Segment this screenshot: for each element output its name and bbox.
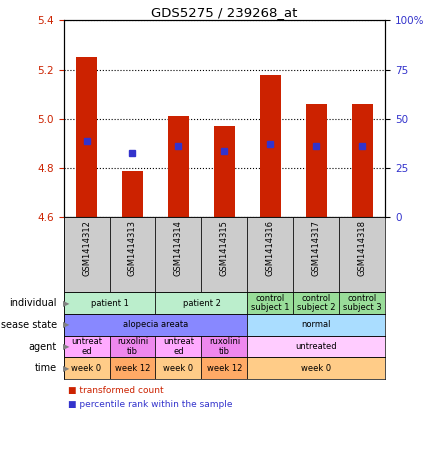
Text: untreated: untreated (296, 342, 337, 351)
Text: ▶: ▶ (63, 364, 69, 373)
Text: alopecia areata: alopecia areata (123, 320, 188, 329)
Bar (64, 217, 110, 292)
Text: ▶: ▶ (63, 299, 69, 308)
Text: GSM1414315: GSM1414315 (220, 220, 229, 275)
Bar (339, 292, 385, 314)
Text: untreat
ed: untreat ed (71, 337, 102, 356)
Bar (293, 217, 339, 292)
Bar (306, 104, 327, 217)
Text: time: time (35, 363, 57, 373)
Text: GSM1414313: GSM1414313 (128, 220, 137, 276)
Text: ruxolini
tib: ruxolini tib (117, 337, 148, 356)
Text: GSM1414317: GSM1414317 (312, 220, 321, 276)
Bar (201, 336, 247, 357)
Bar (155, 357, 201, 379)
Bar (247, 336, 385, 357)
Text: ■ percentile rank within the sample: ■ percentile rank within the sample (68, 400, 233, 409)
Text: ruxolini
tib: ruxolini tib (209, 337, 240, 356)
Text: week 12: week 12 (115, 364, 150, 373)
Bar (155, 217, 201, 292)
Text: control
subject 1: control subject 1 (251, 294, 290, 313)
Text: GSM1414312: GSM1414312 (82, 220, 91, 275)
Bar (260, 75, 281, 217)
Text: GSM1414318: GSM1414318 (358, 220, 367, 276)
Bar (64, 357, 110, 379)
Text: week 0: week 0 (163, 364, 194, 373)
Text: untreat
ed: untreat ed (163, 337, 194, 356)
Text: agent: agent (29, 342, 57, 352)
Bar (155, 292, 247, 314)
Bar (214, 126, 235, 217)
Text: patient 1: patient 1 (91, 299, 128, 308)
Text: ■ transformed count: ■ transformed count (68, 386, 163, 395)
Bar (64, 314, 247, 336)
Text: control
subject 2: control subject 2 (297, 294, 336, 313)
Bar (339, 217, 385, 292)
Text: week 12: week 12 (207, 364, 242, 373)
Text: GSM1414314: GSM1414314 (174, 220, 183, 275)
Bar (247, 357, 385, 379)
Text: disease state: disease state (0, 320, 57, 330)
Text: ▶: ▶ (63, 342, 69, 351)
Bar (168, 116, 189, 217)
Bar (247, 314, 385, 336)
Text: patient 2: patient 2 (183, 299, 220, 308)
Bar (110, 357, 155, 379)
Bar (247, 217, 293, 292)
Text: ▶: ▶ (63, 320, 69, 329)
Bar (110, 217, 155, 292)
Text: control
subject 3: control subject 3 (343, 294, 382, 313)
Bar (64, 336, 110, 357)
Bar (247, 292, 293, 314)
Bar (293, 292, 339, 314)
Text: GSM1414316: GSM1414316 (266, 220, 275, 276)
Bar (155, 336, 201, 357)
Bar (122, 171, 143, 217)
Text: normal: normal (302, 320, 331, 329)
Bar (201, 357, 247, 379)
Bar (110, 336, 155, 357)
Bar (76, 58, 97, 217)
Bar (64, 292, 155, 314)
Text: week 0: week 0 (301, 364, 332, 373)
Text: individual: individual (10, 298, 57, 308)
Title: GDS5275 / 239268_at: GDS5275 / 239268_at (151, 6, 298, 19)
Bar (201, 217, 247, 292)
Bar (352, 104, 373, 217)
Text: week 0: week 0 (71, 364, 102, 373)
